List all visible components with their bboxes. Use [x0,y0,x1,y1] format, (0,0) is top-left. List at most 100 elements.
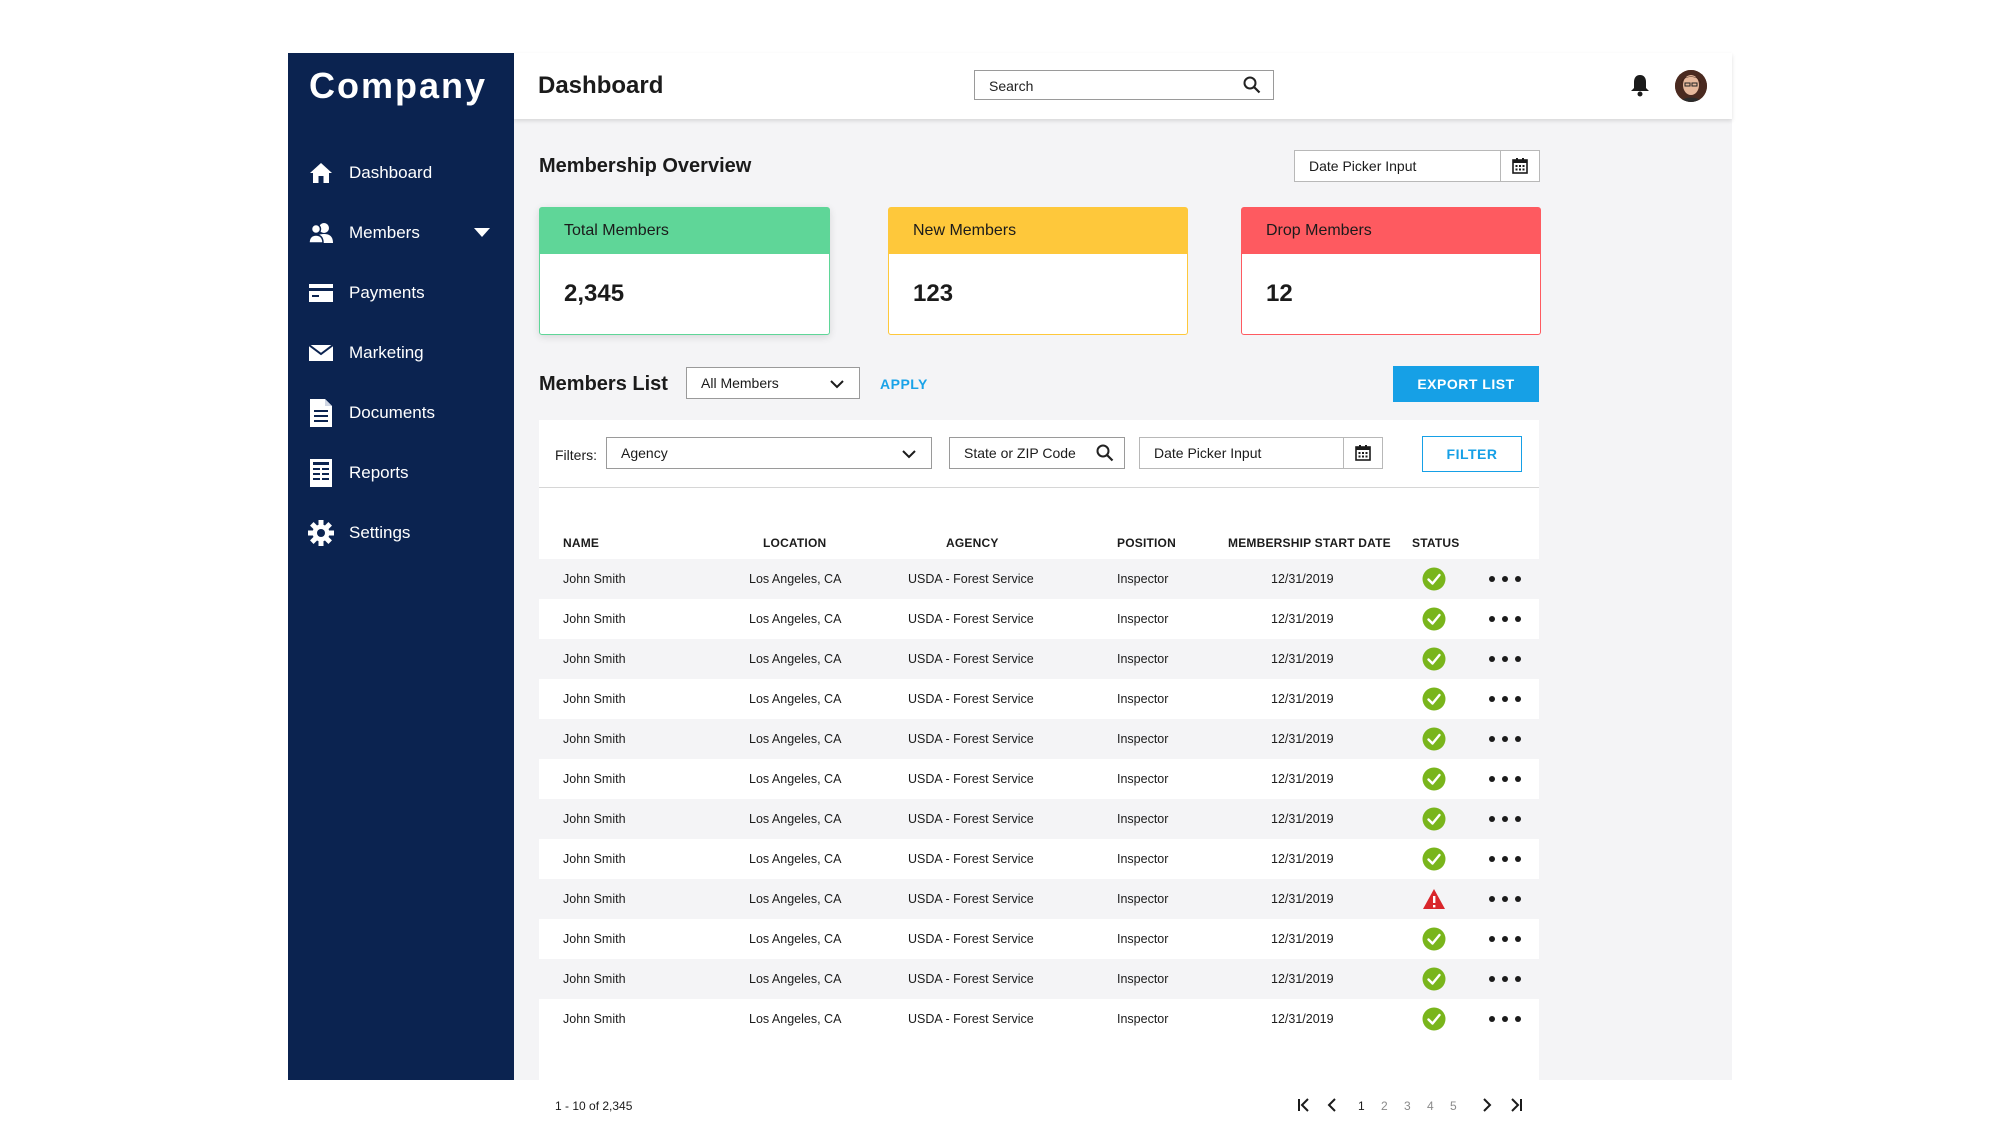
calendar-icon[interactable] [1343,438,1382,468]
more-actions-icon[interactable] [1489,889,1521,909]
bell-icon[interactable] [1630,73,1650,102]
check-circle-icon [1422,1007,1446,1031]
reports-icon [308,459,334,487]
column-header-name[interactable]: NAME [563,536,600,550]
sidebar-item-dashboard[interactable]: Dashboard [288,143,514,203]
page-2[interactable]: 2 [1381,1099,1388,1113]
page-4[interactable]: 4 [1427,1099,1434,1113]
search-icon[interactable] [1243,76,1261,99]
members-list-title: Members List [539,373,668,395]
sidebar-item-reports[interactable]: Reports [288,443,514,503]
first-page-icon[interactable] [1296,1097,1312,1118]
cell-name: John Smith [563,612,626,626]
last-page-icon[interactable] [1508,1097,1524,1118]
more-actions-icon[interactable] [1489,649,1521,669]
page-5[interactable]: 5 [1450,1099,1457,1113]
column-header-status[interactable]: STATUS [1412,536,1460,550]
cell-name: John Smith [563,772,626,786]
total-members-card: Total Members 2,345 [539,207,830,335]
cell-start-date: 12/31/2019 [1271,772,1334,786]
table-row[interactable]: John Smith Los Angeles, CA USDA - Forest S… [539,919,1539,959]
company-logo: Company [309,65,488,106]
cell-name: John Smith [563,932,626,946]
sidebar-item-settings[interactable]: Settings [288,503,514,563]
more-actions-icon[interactable] [1489,809,1521,829]
cell-agency: USDA - Forest Service [908,572,1034,586]
table-row[interactable]: John Smith Los Angeles, CA USDA - Forest S… [539,719,1539,759]
caret-down-icon[interactable] [474,228,490,237]
card-value: 123 [913,280,954,307]
overview-date-picker[interactable]: Date Picker Input [1294,150,1540,182]
previous-page-icon[interactable] [1325,1097,1339,1118]
table-row[interactable]: John Smith Los Angeles, CA USDA - Forest S… [539,639,1539,679]
more-actions-icon[interactable] [1489,849,1521,869]
sidebar-item-label: Payments [349,283,425,302]
more-actions-icon[interactable] [1489,769,1521,789]
cell-agency: USDA - Forest Service [908,772,1034,786]
calendar-icon[interactable] [1500,151,1539,181]
table-row[interactable]: John Smith Los Angeles, CA USDA - Forest S… [539,799,1539,839]
members-select[interactable]: All Members [686,367,860,399]
table-row[interactable]: John Smith Los Angeles, CA USDA - Forest S… [539,839,1539,879]
agency-select[interactable]: Agency [606,437,932,469]
filter-button[interactable]: FILTER [1422,436,1522,472]
search-icon[interactable] [1096,444,1114,465]
cell-position: Inspector [1117,972,1169,986]
table-row[interactable]: John Smith Los Angeles, CA USDA - Forest S… [539,759,1539,799]
table-row[interactable]: John Smith Los Angeles, CA USDA - Forest S… [539,959,1539,999]
card-label: Total Members [540,208,829,254]
table-row[interactable]: John Smith Los Angeles, CA USDA - Forest S… [539,599,1539,639]
page-1[interactable]: 1 [1358,1099,1365,1113]
more-actions-icon[interactable] [1489,1009,1521,1029]
cell-location: Los Angeles, CA [749,1012,842,1026]
cell-start-date: 12/31/2019 [1271,812,1334,826]
column-header-position[interactable]: POSITION [1117,536,1176,550]
apply-button[interactable]: APPLY [880,376,928,392]
cell-agency: USDA - Forest Service [908,652,1034,666]
more-actions-icon[interactable] [1489,929,1521,949]
filter-date-picker[interactable]: Date Picker Input [1139,437,1383,469]
sidebar-item-members[interactable]: Members [288,203,514,263]
table-row[interactable]: John Smith Los Angeles, CA USDA - Forest S… [539,879,1539,919]
cell-location: Los Angeles, CA [749,612,842,626]
cell-name: John Smith [563,572,626,586]
cell-name: John Smith [563,652,626,666]
check-circle-icon [1422,607,1446,631]
cell-start-date: 12/31/2019 [1271,932,1334,946]
sidebar-item-marketing[interactable]: Marketing [288,323,514,383]
sidebar: Company Dashboard Members Payments [288,53,514,1080]
check-circle-icon [1422,847,1446,871]
check-circle-icon [1422,647,1446,671]
members-icon [308,220,334,246]
more-actions-icon[interactable] [1489,569,1521,589]
more-actions-icon[interactable] [1489,729,1521,749]
pagination: 1 2 3 4 5 [539,1091,1539,1121]
column-header-start-date[interactable]: MEMBERSHIP START DATE [1228,536,1391,550]
cell-agency: USDA - Forest Service [908,812,1034,826]
avatar[interactable] [1675,70,1707,102]
more-actions-icon[interactable] [1489,689,1521,709]
sidebar-item-payments[interactable]: Payments [288,263,514,323]
table-row[interactable]: John Smith Los Angeles, CA USDA - Forest S… [539,559,1539,599]
check-circle-icon [1422,687,1446,711]
cell-location: Los Angeles, CA [749,812,842,826]
table-row[interactable]: John Smith Los Angeles, CA USDA - Forest S… [539,999,1539,1039]
cell-location: Los Angeles, CA [749,772,842,786]
cell-position: Inspector [1117,772,1169,786]
cell-position: Inspector [1117,812,1169,826]
sidebar-item-documents[interactable]: Documents [288,383,514,443]
search-box[interactable] [974,70,1274,100]
column-header-location[interactable]: LOCATION [763,536,827,550]
cell-start-date: 12/31/2019 [1271,612,1334,626]
zip-code-field[interactable]: State or ZIP Code [949,437,1125,469]
more-actions-icon[interactable] [1489,609,1521,629]
export-list-button[interactable]: EXPORT LIST [1393,366,1539,402]
search-input[interactable] [987,77,1231,95]
next-page-icon[interactable] [1480,1097,1494,1118]
page-3[interactable]: 3 [1404,1099,1411,1113]
column-header-agency[interactable]: AGENCY [946,536,999,550]
cell-agency: USDA - Forest Service [908,612,1034,626]
sidebar-item-label: Dashboard [349,163,433,182]
more-actions-icon[interactable] [1489,969,1521,989]
table-row[interactable]: John Smith Los Angeles, CA USDA - Forest S… [539,679,1539,719]
